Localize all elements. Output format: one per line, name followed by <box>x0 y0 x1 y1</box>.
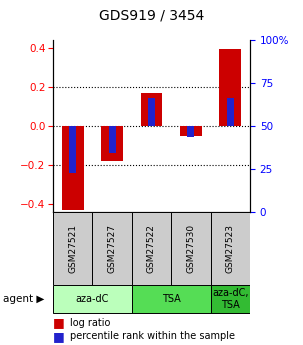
Text: ■: ■ <box>53 316 65 329</box>
FancyBboxPatch shape <box>171 212 211 285</box>
Bar <box>180 126 202 136</box>
FancyBboxPatch shape <box>132 212 171 285</box>
Text: agent ▶: agent ▶ <box>3 294 45 304</box>
Text: TSA: TSA <box>162 294 181 304</box>
Text: aza-dC: aza-dC <box>76 294 109 304</box>
Text: log ratio: log ratio <box>70 318 110 327</box>
Text: aza-dC,
TSA: aza-dC, TSA <box>212 288 248 310</box>
Bar <box>148 98 155 126</box>
Text: GSM27523: GSM27523 <box>226 224 235 273</box>
FancyBboxPatch shape <box>92 212 132 285</box>
FancyBboxPatch shape <box>132 285 211 313</box>
Bar <box>141 92 162 126</box>
FancyBboxPatch shape <box>211 285 250 313</box>
Text: GSM27522: GSM27522 <box>147 224 156 273</box>
Bar <box>219 49 241 126</box>
Bar <box>227 98 234 126</box>
Bar <box>62 126 84 210</box>
Bar <box>101 126 123 161</box>
Text: ■: ■ <box>53 330 65 343</box>
Text: GSM27530: GSM27530 <box>186 224 195 273</box>
FancyBboxPatch shape <box>53 285 132 313</box>
Bar <box>187 126 195 137</box>
Text: GSM27527: GSM27527 <box>108 224 117 273</box>
Text: percentile rank within the sample: percentile rank within the sample <box>70 332 235 341</box>
Text: GSM27521: GSM27521 <box>68 224 77 273</box>
FancyBboxPatch shape <box>53 212 92 285</box>
Text: GDS919 / 3454: GDS919 / 3454 <box>99 9 204 23</box>
Bar <box>69 126 76 173</box>
FancyBboxPatch shape <box>211 212 250 285</box>
Bar <box>108 126 116 152</box>
